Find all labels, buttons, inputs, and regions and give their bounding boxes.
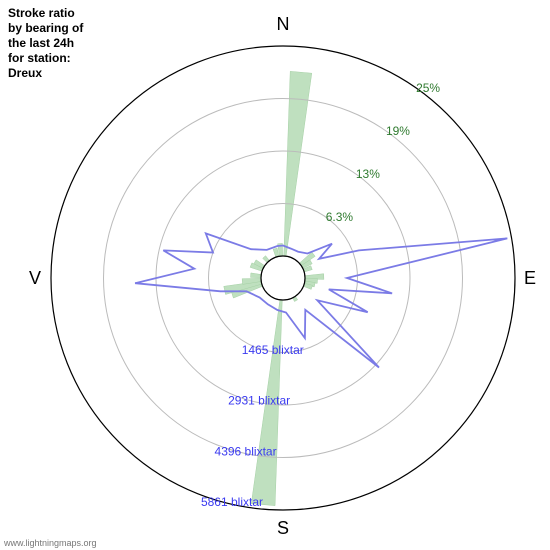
blue-ring-label: 5861 blixtar [201,495,263,509]
chart-title: Stroke ratio by bearing of the last 24h … [8,6,83,81]
green-ring-label: 6.3% [326,210,354,224]
cardinal-label: V [29,268,41,288]
polar-chart: 6.3% 13% 19% 25% 1465 blixtar 2931 blixtar 439… [0,0,550,550]
green-ring-label: 25% [416,81,440,95]
blue-ring-label: 1465 blixtar [242,343,304,357]
blue-ring-label: 4396 blixtar [215,444,277,458]
green-ring-label: 13% [356,167,380,181]
cardinal-label: S [277,518,289,538]
blue-ring-label: 2931 blixtar [228,394,290,408]
cardinal-label: E [524,268,536,288]
footer-credit: www.lightningmaps.org [4,538,97,548]
cardinal-label: N [277,14,290,34]
hub [261,256,305,300]
green-ring-label: 19% [386,124,410,138]
